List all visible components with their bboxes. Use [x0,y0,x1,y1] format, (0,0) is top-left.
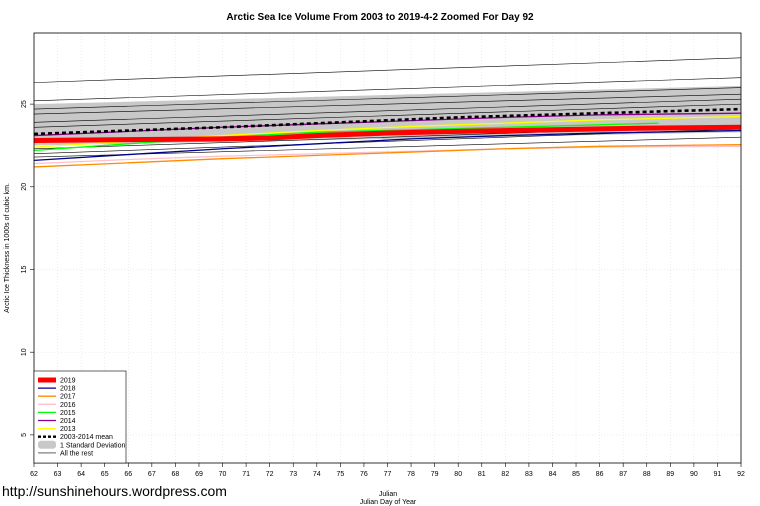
y-axis: 5 10 15 20 25 [21,100,34,437]
x-tick-label: 89 [666,471,674,478]
x-axis-label: Julian [379,491,397,498]
series-line-mean [34,107,741,136]
legend-label: 2016 [60,402,76,409]
x-tick-label: 76 [360,471,368,478]
x-axis: 62 63 64 65 66 67 68 69 70 71 72 73 74 75 76 77 78 79 80 81… [30,463,745,478]
legend-swatch-std [38,440,56,449]
legend-label: All the rest [60,450,93,457]
x-tick-label: 87 [619,471,627,478]
legend-label: 2017 [60,394,76,401]
series-line-2017 [34,143,741,168]
x-tick-label: 77 [384,471,392,478]
x-tick-label: 78 [407,471,415,478]
x-tick-label: 88 [643,471,651,478]
series-line-other [34,77,741,102]
x-tick-label: 74 [313,471,321,478]
x-tick-label: 85 [572,471,580,478]
x-tick-label: 79 [431,471,439,478]
y-tick-label: 25 [21,100,28,108]
series-line-other [34,87,741,110]
y-axis-label: Arctic Ice Thickness in 1000s of cubic k… [4,183,11,313]
x-tick-label: 62 [30,471,38,478]
series-line-other [34,103,741,128]
x-tick-label: 66 [124,471,132,478]
legend-label: 2013 [60,426,76,433]
series-line-other [34,98,741,123]
y-tick-label: 10 [21,348,28,356]
x-tick-label: 82 [501,471,509,478]
x-tick-label: 69 [195,471,203,478]
x-tick-label: 81 [478,471,486,478]
x-tick-label: 63 [54,471,62,478]
x-axis-sublabel: Julian Day of Year [360,499,417,506]
x-tick-label: 72 [266,471,274,478]
plot-area [34,57,741,168]
legend-label: 1 Standard Deviation [60,442,125,449]
legend-label: 2019 [60,378,76,385]
x-tick-label: 83 [525,471,533,478]
x-tick-label: 80 [454,471,462,478]
series-line-2016 [34,145,741,165]
x-tick-label: 73 [289,471,297,478]
legend-label: 2015 [60,410,76,417]
legend-label: 2014 [60,418,76,425]
x-tick-label: 65 [101,471,109,478]
x-tick-label: 64 [77,471,85,478]
series-line-other [34,57,741,83]
x-tick-label: 68 [172,471,180,478]
x-tick-label: 70 [219,471,227,478]
x-tick-label: 86 [596,471,604,478]
y-tick-label: 20 [21,183,28,191]
y-tick-label: 5 [21,433,28,437]
series-line-2018 [34,129,741,161]
x-tick-label: 71 [242,471,250,478]
legend-label: 2018 [60,386,76,393]
series-line-2015 [34,122,659,152]
y-tick-label: 15 [21,266,28,274]
x-tick-label: 90 [690,471,698,478]
x-tick-label: 75 [336,471,344,478]
series-line-2019 [34,124,741,143]
legend-label: 2003-2014 mean [60,434,113,441]
series-line-other [34,93,741,115]
watermark-url: http://sunshinehours.wordpress.com [2,483,227,499]
x-tick-label: 67 [148,471,156,478]
x-tick-label: 91 [714,471,722,478]
x-tick-label: 84 [549,471,557,478]
legend-box [33,370,127,464]
x-tick-label: 92 [737,471,745,478]
chart-title: Arctic Sea Ice Volume From 2003 to 2019-… [226,12,534,23]
